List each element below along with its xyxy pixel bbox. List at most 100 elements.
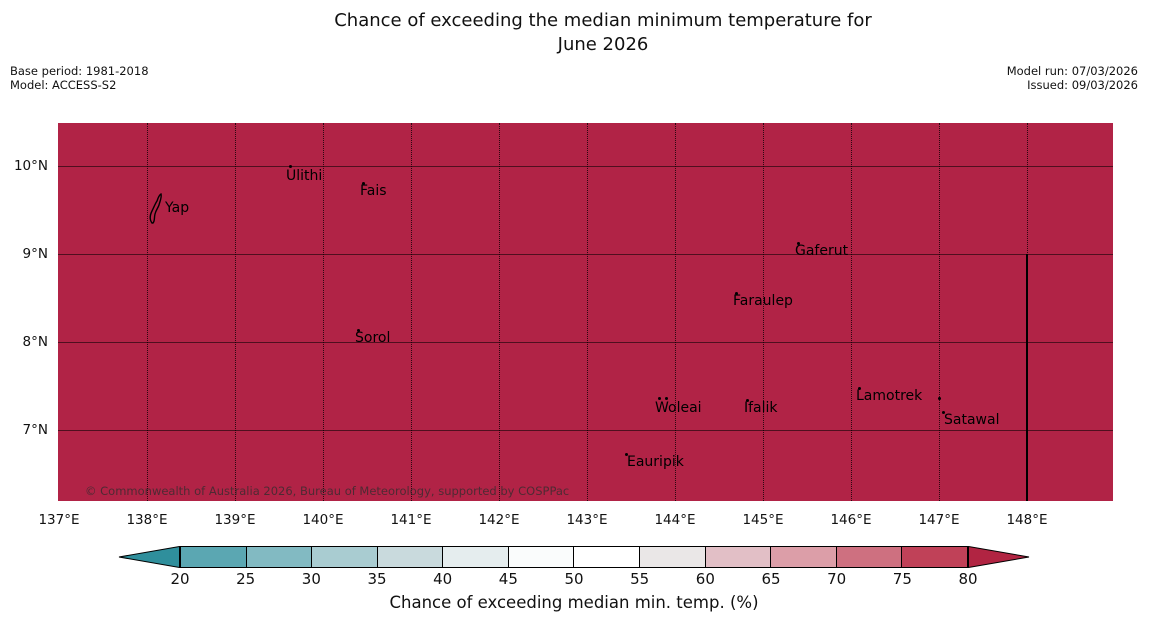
colorbar-tick-label: 70 [827, 570, 847, 588]
base-period-text: Base period: 1981-2018 [10, 64, 149, 78]
lon-tick-label: 145°E [742, 512, 784, 528]
colorbar-tick-labels: 20 25 30 35 40 45 50 55 60 65 70 75 80 [0, 570, 1150, 590]
colorbar-segment [640, 547, 706, 567]
colorbar-segment [181, 547, 247, 567]
model-info: Base period: 1981-2018 Model: ACCESS-S2 [10, 64, 149, 92]
lon-tick-label: 140°E [302, 512, 344, 528]
lon-tick-label: 147°E [918, 512, 960, 528]
colorbar-axis-label: Chance of exceeding median min. temp. (%… [389, 593, 759, 612]
island-marker-icon [797, 242, 800, 245]
island-label-sorol: Sorol [355, 330, 391, 346]
colorbar-segment [705, 547, 772, 567]
colorbar-segment [443, 547, 509, 567]
longitude-gridline [499, 123, 500, 501]
model-run-text: Model run: 07/03/2026 [1006, 64, 1138, 78]
islet-marker-icon [665, 397, 668, 400]
longitude-gridline [235, 123, 236, 501]
longitude-gridline [323, 123, 324, 501]
island-marker-icon [735, 292, 738, 295]
latitude-gridline [58, 254, 1113, 255]
lon-tick-label: 141°E [390, 512, 432, 528]
island-outline-icon [149, 193, 162, 224]
island-label-ifalik: Ifalik [744, 400, 778, 416]
colorbar-segment [312, 547, 378, 567]
colorbar-tick-label: 80 [958, 570, 978, 588]
lat-tick-label: 10°N [13, 158, 48, 174]
lon-tick-label: 137°E [38, 512, 80, 528]
island-marker-icon [858, 387, 861, 390]
colorbar-segment [902, 547, 967, 567]
colorbar-tick-label: 30 [301, 570, 321, 588]
colorbar-tick-label: 25 [236, 570, 256, 588]
island-label-faraulep: Faraulep [733, 293, 793, 309]
colorbar-tick-label: 60 [695, 570, 715, 588]
lon-tick-label: 143°E [566, 512, 608, 528]
island-label-satawal: Satawal [944, 412, 1000, 428]
colorbar-tick-label: 35 [367, 570, 387, 588]
lon-tick-label: 138°E [126, 512, 168, 528]
colorbar-tick-label: 55 [630, 570, 650, 588]
colorbar [118, 546, 1030, 568]
colorbar-under-arrow [118, 546, 180, 568]
colorbar-gradient [180, 546, 968, 568]
title-line2: June 2026 [557, 34, 649, 55]
islet-marker-icon [938, 397, 941, 400]
latitude-gridline [58, 166, 1113, 167]
lat-tick-label: 7°N [22, 422, 48, 438]
title-line1: Chance of exceeding the median minimum t… [334, 10, 872, 31]
longitude-gridline [675, 123, 676, 501]
colorbar-segment [574, 547, 641, 567]
island-marker-icon [625, 453, 628, 456]
latitude-gridline [58, 342, 1113, 343]
colorbar-segment [836, 547, 903, 567]
lon-tick-label: 142°E [478, 512, 520, 528]
colorbar-tick-label: 20 [170, 570, 190, 588]
colorbar-segment [246, 547, 313, 567]
longitude-gridline [939, 123, 940, 501]
longitude-gridline [851, 123, 852, 501]
model-name-text: Model: ACCESS-S2 [10, 77, 117, 92]
run-info: Model run: 07/03/2026 Issued: 09/03/2026 [1006, 64, 1138, 92]
longitude-gridline [587, 123, 588, 501]
island-label-ulithi: Ulithi [286, 168, 323, 184]
latitude-axis: 10°N 9°N 8°N 7°N [0, 0, 50, 644]
island-marker-icon [289, 165, 292, 168]
lat-tick-label: 8°N [22, 334, 48, 350]
island-marker-icon [746, 399, 749, 402]
longitude-gridline [147, 123, 148, 501]
island-label-fais: Fais [360, 183, 387, 199]
lon-tick-label: 146°E [830, 512, 872, 528]
island-marker-icon [942, 411, 945, 414]
island-marker-icon [658, 397, 661, 400]
island-label-lamotrek: Lamotrek [856, 388, 923, 404]
page-title: Chance of exceeding the median minimum t… [334, 9, 872, 57]
latitude-gridline [58, 430, 1113, 431]
island-marker-icon [357, 329, 360, 332]
state-boundary-line [1026, 254, 1028, 501]
lon-tick-label: 144°E [654, 512, 696, 528]
longitude-gridline [763, 123, 764, 501]
lon-tick-label: 139°E [214, 512, 256, 528]
copyright-text: © Commonwealth of Australia 2026, Bureau… [85, 484, 570, 498]
island-label-gaferut: Gaferut [795, 243, 849, 259]
island-label-woleai: Woleai [655, 400, 702, 416]
island-label-eauripik: Eauripik [627, 454, 684, 470]
colorbar-tick-label: 50 [564, 570, 584, 588]
colorbar-tick-label: 75 [892, 570, 912, 588]
map-plot-area: Yap Ulithi Fais Sorol Gaferut Faraulep Woleai I… [58, 123, 1113, 501]
lat-tick-label: 9°N [22, 246, 48, 262]
longitude-gridline [411, 123, 412, 501]
colorbar-over-arrow [968, 546, 1030, 568]
colorbar-segment [771, 547, 837, 567]
colorbar-tick-label: 45 [498, 570, 518, 588]
issued-text: Issued: 09/03/2026 [1027, 77, 1138, 92]
colorbar-tick-label: 40 [433, 570, 453, 588]
island-label-yap: Yap [165, 200, 190, 216]
lon-tick-label: 148°E [1006, 512, 1048, 528]
colorbar-tick-label: 65 [761, 570, 781, 588]
colorbar-segment [508, 547, 575, 567]
island-marker-icon [362, 182, 365, 185]
colorbar-segment [377, 547, 444, 567]
